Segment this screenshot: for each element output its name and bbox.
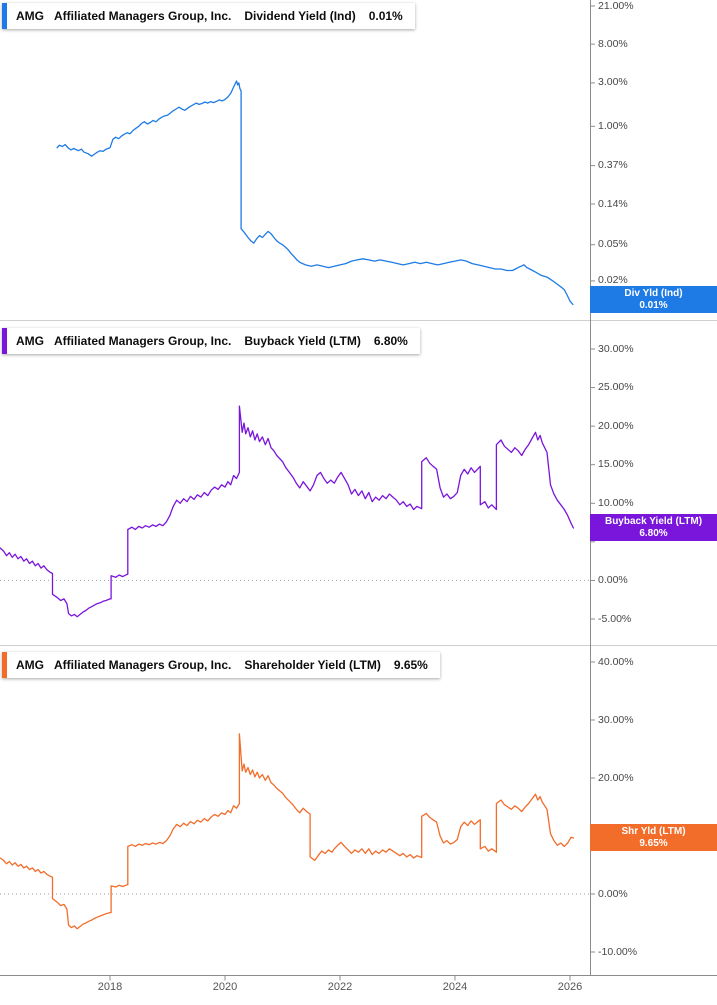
last-value-label-buyback: Buyback Yield (LTM) 6.80% <box>590 514 717 541</box>
y-tick-label: -10.00% <box>598 945 638 958</box>
last-value-number: 9.65% <box>639 837 668 849</box>
legend-value: 9.65% <box>393 658 428 672</box>
dividend-yield-line <box>56 80 574 306</box>
y-tick-label: 40.00% <box>598 655 634 668</box>
y-tick-label: 15.00% <box>598 458 634 471</box>
last-value-number: 0.01% <box>639 299 668 311</box>
y-tick-label: 20.00% <box>598 771 634 784</box>
legend-ticker: AMG <box>16 334 44 348</box>
y-tick-label: 1.00% <box>598 119 628 132</box>
y-tick-label: 30.00% <box>598 342 634 355</box>
buyback-yield-line <box>0 405 575 618</box>
y-tick-label: 21.00% <box>598 0 634 12</box>
last-value-title: Div Yld (Ind) <box>624 287 683 299</box>
y-tick-label: 0.37% <box>598 159 628 172</box>
legend-buyback-yield[interactable]: AMG Affiliated Managers Group, Inc. Buyb… <box>2 328 420 354</box>
y-tick-label: 8.00% <box>598 37 628 50</box>
y-tick-label: 25.00% <box>598 381 634 394</box>
last-value-title: Shr Yld (LTM) <box>621 825 686 837</box>
legend-shareholder-yield[interactable]: AMG Affiliated Managers Group, Inc. Shar… <box>2 652 440 678</box>
x-tick-label: 2024 <box>442 981 468 993</box>
legend-ticker: AMG <box>16 658 44 672</box>
y-tick-label: 20.00% <box>598 419 634 432</box>
x-tick-label: 2022 <box>327 981 353 993</box>
last-value-label-shareholder: Shr Yld (LTM) 9.65% <box>590 824 717 851</box>
y-tick-label: 3.00% <box>598 76 628 89</box>
shareholder-yield-line <box>0 733 575 930</box>
legend-metric: Shareholder Yield (LTM) <box>244 658 381 672</box>
legend-value: 0.01% <box>368 9 403 23</box>
x-tick-label: 2026 <box>557 981 583 993</box>
y-tick-label: 0.05% <box>598 238 628 251</box>
legend-value: 6.80% <box>373 334 408 348</box>
y-tick-label: 10.00% <box>598 496 634 509</box>
y-tick-label: 30.00% <box>598 713 634 726</box>
legend-dividend-yield[interactable]: AMG Affiliated Managers Group, Inc. Divi… <box>2 3 415 29</box>
legend-company: Affiliated Managers Group, Inc. <box>54 658 232 672</box>
y-tick-label: -5.00% <box>598 612 632 625</box>
legend-metric: Buyback Yield (LTM) <box>244 334 361 348</box>
y-tick-label: 0.02% <box>598 274 628 287</box>
y-tick-label: 0.00% <box>598 573 628 586</box>
x-tick-label: 2018 <box>97 981 123 993</box>
last-value-number: 6.80% <box>639 527 668 539</box>
legend-company: Affiliated Managers Group, Inc. <box>54 334 232 348</box>
y-tick-label: 0.14% <box>598 197 628 210</box>
legend-company: Affiliated Managers Group, Inc. <box>54 9 232 23</box>
x-tick-label: 2020 <box>212 981 238 993</box>
y-tick-label: 0.00% <box>598 887 628 900</box>
legend-metric: Dividend Yield (Ind) <box>244 9 356 23</box>
last-value-title: Buyback Yield (LTM) <box>604 515 703 527</box>
last-value-label-dividend: Div Yld (Ind) 0.01% <box>590 286 717 313</box>
legend-ticker: AMG <box>16 9 44 23</box>
